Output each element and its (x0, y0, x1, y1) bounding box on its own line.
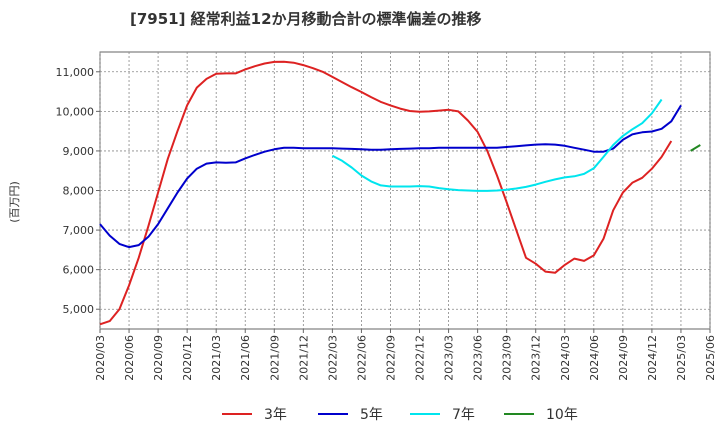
x-tick-label: 2024/12 (646, 335, 659, 381)
y-tick-label: 9,000 (63, 145, 95, 158)
series-line-10年 (690, 144, 701, 152)
x-tick-label: 2023/03 (443, 335, 456, 381)
x-tick-label: 2022/09 (384, 335, 397, 381)
legend-label: 7年 (452, 407, 475, 423)
y-tick-label: 10,000 (56, 105, 95, 118)
x-tick-label: 2021/03 (210, 335, 223, 381)
series-line-5年 (99, 104, 682, 249)
chart-title: [7951] 経常利益12か月移動合計の標準偏差の推移 (130, 10, 482, 28)
y-axis-label: (百万円) (8, 181, 21, 223)
legend-label: 10年 (546, 407, 578, 423)
x-tick-label: 2025/06 (704, 335, 717, 381)
legend-label: 3年 (264, 407, 287, 423)
series-line-3年 (99, 60, 673, 326)
x-tick-label: 2020/03 (94, 335, 107, 381)
x-tick-label: 2022/12 (414, 335, 427, 381)
x-tick-label: 2021/12 (297, 335, 310, 381)
series-line-7年 (331, 98, 663, 192)
y-tick-label: 6,000 (63, 264, 95, 277)
x-tick-label: 2024/06 (588, 335, 601, 381)
x-tick-label: 2024/03 (559, 335, 572, 381)
grid-lines (99, 52, 711, 329)
x-tick-label: 2025/03 (675, 335, 688, 381)
x-tick-label: 2020/12 (181, 335, 194, 381)
x-tick-label: 2024/09 (617, 335, 630, 381)
x-tick-label: 2023/09 (501, 335, 514, 381)
y-axis-ticks: 5,000 6,000 7,000 8,000 9,000 10,000 11,000 (56, 66, 100, 316)
x-tick-label: 2020/09 (152, 335, 165, 381)
y-tick-label: 7,000 (63, 224, 95, 237)
y-tick-label: 5,000 (63, 303, 95, 316)
legend: 3年 5年 7年 10年 (222, 407, 578, 423)
x-tick-label: 2022/06 (355, 335, 368, 381)
x-tick-label: 2021/09 (268, 335, 281, 381)
y-tick-label: 11,000 (56, 66, 95, 79)
series-lines (99, 60, 701, 326)
legend-label: 5年 (360, 407, 383, 423)
x-tick-label: 2022/03 (326, 335, 339, 381)
x-tick-label: 2021/06 (239, 335, 252, 381)
x-tick-label: 2020/06 (123, 335, 136, 381)
x-axis-ticks: 2020/03 2020/06 2020/09 2020/12 2021/03 2021/… (94, 329, 717, 381)
x-tick-label: 2023/12 (530, 335, 543, 381)
y-tick-label: 8,000 (63, 185, 95, 198)
x-tick-label: 2023/06 (472, 335, 485, 381)
